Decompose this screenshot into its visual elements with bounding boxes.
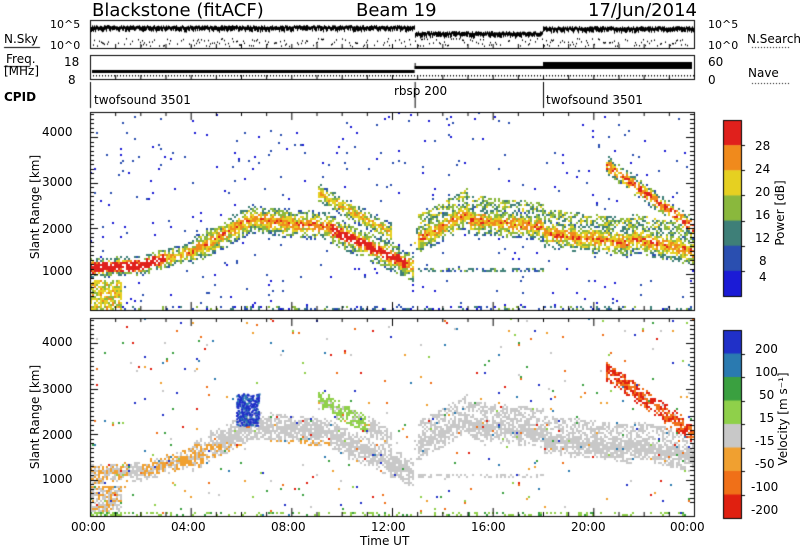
vel-cbar-tick-50: 50 — [759, 388, 775, 402]
vel-cbar-tick-m15: -15 — [755, 434, 775, 448]
freq-unit: [MHz] — [4, 64, 40, 78]
nsky-tick-bottom: 10^0 — [50, 39, 81, 52]
nsky-tick-top: 10^5 — [50, 18, 81, 31]
velocity-ytick-3000: 3000 — [42, 382, 73, 396]
power-ytick-1000: 1000 — [42, 264, 73, 278]
nsearch-tick-top: 10^5 — [708, 18, 739, 31]
vel-cbar-tick-m100: -100 — [751, 480, 779, 494]
beam-title: Beam 19 — [356, 0, 437, 21]
nave-tick-bottom: 0 — [708, 73, 716, 87]
nsearch-tick-bottom: 10^0 — [708, 39, 739, 52]
nave-label: Nave — [748, 66, 779, 80]
cpid-segment-2: rbsp 200 — [394, 84, 448, 98]
xtick-4: 16:00 — [471, 520, 506, 534]
vel-cbar-tick-15: 15 — [759, 411, 775, 425]
vel-cbar-tick-100: 100 — [755, 365, 778, 379]
power-ytick-2000: 2000 — [42, 222, 73, 236]
velocity-cbar-label: Velocity [m s⁻¹] — [776, 372, 790, 466]
power-ytick-4000: 4000 — [42, 125, 73, 139]
power-cbar-tick-24: 24 — [755, 162, 771, 176]
vel-cbar-tick-m50: -50 — [755, 457, 775, 471]
power-cbar-tick-20: 20 — [755, 185, 771, 199]
nave-tick-top: 60 — [708, 55, 724, 69]
cpid-label: CPID — [4, 90, 37, 104]
vel-cbar-tick-m200: -200 — [751, 503, 779, 517]
freq-tick-top: 18 — [64, 55, 80, 69]
nsky-label: N.Sky — [4, 32, 39, 46]
cpid-segment-1: twofsound 3501 — [94, 93, 191, 107]
freq-tick-bottom: 8 — [68, 73, 76, 87]
nsearch-label: N.Search — [747, 32, 800, 46]
power-cbar-tick-28: 28 — [755, 139, 771, 153]
date-title: 17/Jun/2014 — [588, 0, 697, 21]
xaxis-label: Time UT — [360, 534, 410, 548]
velocity-ytick-1000: 1000 — [42, 472, 73, 486]
velocity-ytick-4000: 4000 — [42, 335, 73, 349]
power-cbar-tick-8: 8 — [759, 254, 767, 268]
xtick-1: 04:00 — [171, 520, 206, 534]
station-title: Blackstone (fitACF) — [92, 0, 264, 21]
xtick-3: 12:00 — [371, 520, 406, 534]
xtick-6: 00:00 — [670, 520, 705, 534]
xtick-2: 08:00 — [271, 520, 306, 534]
velocity-ylabel: Slant Range [km] — [28, 364, 42, 470]
power-cbar-tick-16: 16 — [755, 208, 771, 222]
power-ytick-3000: 3000 — [42, 175, 73, 189]
power-cbar-tick-12: 12 — [755, 231, 771, 245]
power-cbar-tick-4: 4 — [759, 270, 767, 284]
freq-label: Freq. — [6, 52, 36, 66]
velocity-ytick-2000: 2000 — [42, 428, 73, 442]
power-cbar-label: Power [dB] — [773, 180, 787, 246]
xtick-5: 20:00 — [571, 520, 606, 534]
xtick-0: 00:00 — [71, 520, 106, 534]
cpid-segment-3: twofsound 3501 — [546, 93, 643, 107]
power-ylabel: Slant Range [km] — [28, 154, 42, 260]
vel-cbar-tick-200: 200 — [755, 342, 778, 356]
